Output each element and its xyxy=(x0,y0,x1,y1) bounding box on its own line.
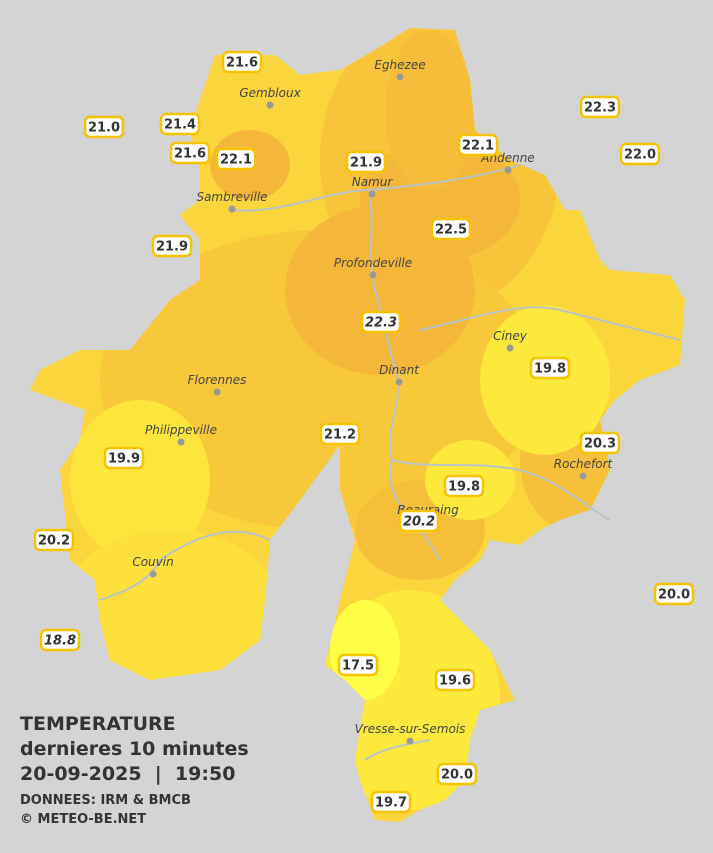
station-box xyxy=(430,217,472,241)
town-label: Couvin xyxy=(132,555,173,569)
station-box xyxy=(39,628,81,652)
station-value: 17.5 xyxy=(342,659,374,674)
station-box xyxy=(33,528,75,552)
town-label: Profondeville xyxy=(334,256,412,270)
rivers xyxy=(99,164,681,761)
town-dot xyxy=(396,73,404,81)
station-value: 19.6 xyxy=(439,674,471,689)
town-dot xyxy=(368,190,376,198)
town-label: Dinant xyxy=(379,363,420,377)
source: DONNEES: IRM & BMCB xyxy=(20,793,191,808)
station-value: 19.8 xyxy=(534,362,566,377)
title-block: TEMPERATURE dernieres 10 minutes 20-09-2… xyxy=(20,713,249,827)
station-value: 20.0 xyxy=(441,768,473,783)
station-value: 22.0 xyxy=(624,148,656,163)
station-value: 22.1 xyxy=(220,153,252,168)
station-value: 20.0 xyxy=(658,588,690,603)
town-dot xyxy=(406,737,414,745)
station-value: 21.6 xyxy=(226,56,258,71)
station-value: 22.5 xyxy=(435,223,467,238)
town-dot xyxy=(506,344,514,352)
station-value: 20.2 xyxy=(403,515,435,530)
station-box xyxy=(83,115,125,139)
station-value: 18.8 xyxy=(44,634,76,649)
station-value: 22.3 xyxy=(365,316,397,331)
station-value: 21.0 xyxy=(88,121,120,136)
town-dot xyxy=(579,472,587,480)
station-value: 21.9 xyxy=(350,156,382,171)
copyright: © METEO-BE.NET xyxy=(20,812,146,827)
station-value: 19.9 xyxy=(108,452,140,467)
station-box xyxy=(151,234,193,258)
title: TEMPERATURE xyxy=(20,713,176,735)
town-dot xyxy=(228,205,236,213)
station-box xyxy=(398,509,440,533)
station-value: 22.3 xyxy=(584,101,616,116)
station-box xyxy=(103,446,145,470)
station-value: 21.2 xyxy=(324,428,356,443)
town-label: Gembloux xyxy=(239,86,301,100)
station-box xyxy=(529,356,571,380)
town-label: Philippeville xyxy=(145,423,217,437)
town-dot xyxy=(149,570,157,578)
town-label: Ciney xyxy=(493,329,528,343)
station-box xyxy=(337,653,379,677)
town-dot xyxy=(266,101,274,109)
town-label: Eghezee xyxy=(374,58,425,72)
station-value: 19.7 xyxy=(375,796,407,811)
town-label: Vresse-sur-Semois xyxy=(355,722,466,736)
station-box xyxy=(370,790,412,814)
town-label: Namur xyxy=(352,175,394,189)
town-dot xyxy=(504,166,512,174)
station-box xyxy=(345,150,387,174)
station-box xyxy=(360,310,402,334)
timestamp: 20-09-2025 | 19:50 xyxy=(20,763,235,785)
station-box xyxy=(653,582,695,606)
station-value: 20.3 xyxy=(584,437,616,452)
station-box xyxy=(443,474,485,498)
station-box xyxy=(215,147,257,171)
town-label: Rochefort xyxy=(554,457,614,471)
town-dot xyxy=(369,271,377,279)
station-value: 22.1 xyxy=(462,139,494,154)
town-dot xyxy=(213,388,221,396)
station-box xyxy=(169,141,211,165)
station-value: 21.9 xyxy=(156,240,188,255)
station-box xyxy=(319,422,361,446)
town-label: Sambreville xyxy=(196,190,267,204)
station-value: 21.6 xyxy=(174,147,206,162)
town-dot xyxy=(395,378,403,386)
subtitle: dernieres 10 minutes xyxy=(20,738,249,760)
station-box xyxy=(457,133,499,157)
town-label: Florennes xyxy=(188,373,247,387)
town-dot xyxy=(177,438,185,446)
station-value: 20.2 xyxy=(38,534,70,549)
station-box xyxy=(619,142,661,166)
station-box xyxy=(579,431,621,455)
station-box xyxy=(579,95,621,119)
station-value: 21.4 xyxy=(164,118,196,133)
station-box xyxy=(436,762,478,786)
station-value: 19.8 xyxy=(448,480,480,495)
station-box xyxy=(159,112,201,136)
station-box xyxy=(221,50,263,74)
station-box xyxy=(434,668,476,692)
